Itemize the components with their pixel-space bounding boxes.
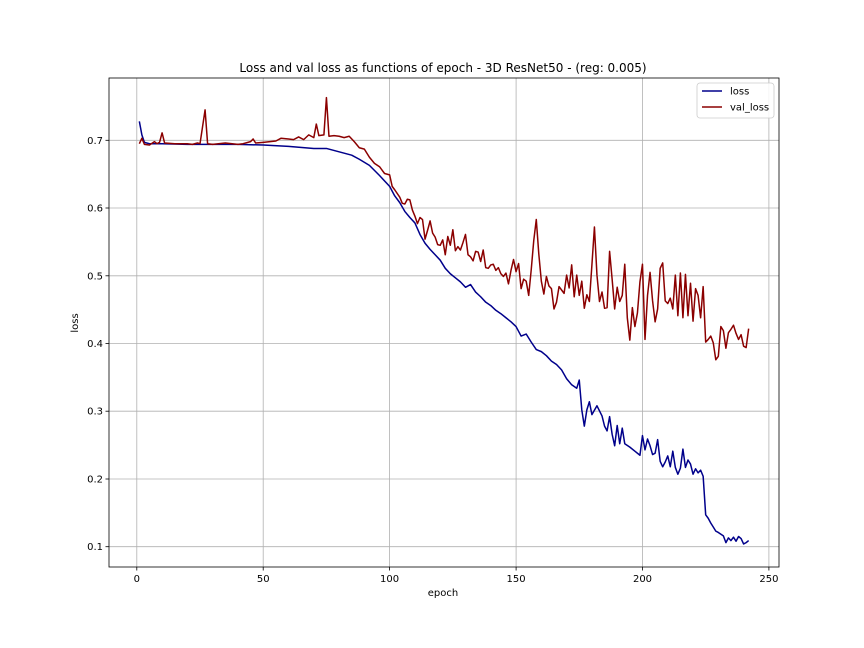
x-tick-label: 150 <box>507 574 526 585</box>
plot-frame <box>108 77 780 568</box>
y-tick-label: 0.6 <box>87 204 103 215</box>
y-tick-label: 0.1 <box>87 542 103 553</box>
x-tick-label: 100 <box>380 574 399 585</box>
y-tick-label: 0.5 <box>87 271 103 282</box>
series-layer <box>138 96 750 545</box>
legend-label-val-loss: val_loss <box>730 103 769 114</box>
axis-ticks: 0 50 100 150 200 250 0.1 0.2 0.3 0.4 0.5 0.6 0.7 <box>87 136 778 585</box>
series-line-loss <box>138 121 750 545</box>
chart-title: Loss and val loss as functions of epoch … <box>239 61 646 75</box>
x-tick-label: 200 <box>633 574 652 585</box>
series-line-val-loss <box>138 96 750 361</box>
y-tick-label: 0.2 <box>87 475 103 486</box>
legend-label-loss: loss <box>730 87 749 98</box>
x-tick-label: 50 <box>257 574 270 585</box>
y-tick-label: 0.3 <box>87 407 103 418</box>
x-axis-label: epoch <box>428 588 458 599</box>
grid-lines <box>109 78 779 567</box>
y-tick-label: 0.7 <box>87 136 103 147</box>
x-tick-label: 250 <box>759 574 778 585</box>
x-tick-label: 0 <box>134 574 140 585</box>
legend: loss val_loss <box>696 82 775 119</box>
y-tick-label: 0.4 <box>87 339 103 350</box>
y-axis-label: loss <box>70 313 81 332</box>
